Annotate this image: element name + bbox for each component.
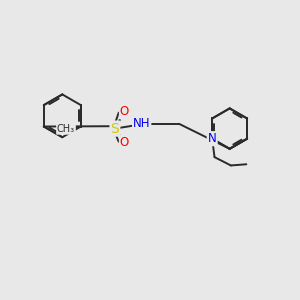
Text: S: S (111, 122, 119, 136)
Text: NH: NH (133, 117, 150, 130)
Text: CH₃: CH₃ (57, 124, 75, 134)
Text: N: N (208, 132, 217, 145)
Text: O: O (120, 106, 129, 118)
Text: N: N (208, 132, 217, 145)
Text: O: O (120, 136, 129, 149)
